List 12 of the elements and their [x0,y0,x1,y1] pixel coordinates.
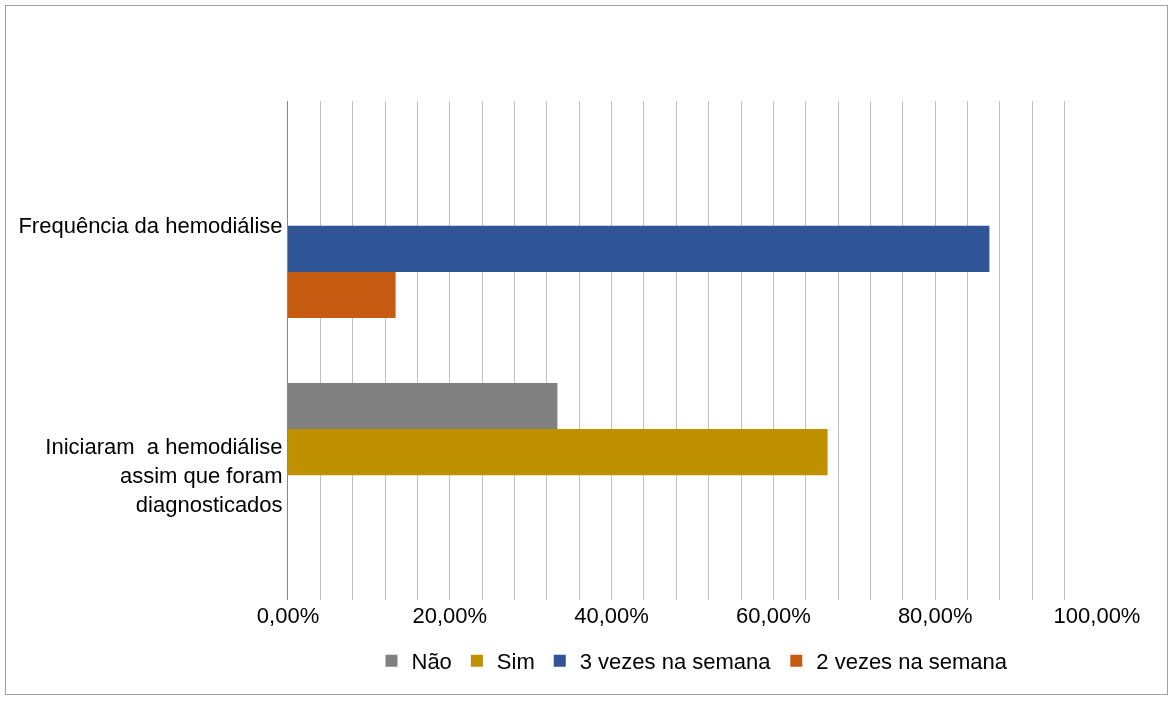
x-tick-label: 40,00% [574,603,649,628]
legend-label: 3 vezes na semana [579,649,772,675]
y-tick-label: Frequência da hemodiálise [18,213,283,239]
legend-label: Sim [496,649,535,675]
legend-label: Não [411,649,452,675]
x-tick-label: 60,00% [736,603,811,628]
y-tick-label: Iniciaram a hemodiálise assim que foram diagnosticados [45,434,283,517]
x-tick-label: 100,00% [1053,603,1141,628]
legend-label: 2 vezes na semana [816,649,1008,675]
x-tick-label: 0,00% [256,603,320,628]
x-tick-label: 20,00% [412,603,488,628]
x-tick-label: 80,00% [897,603,973,628]
